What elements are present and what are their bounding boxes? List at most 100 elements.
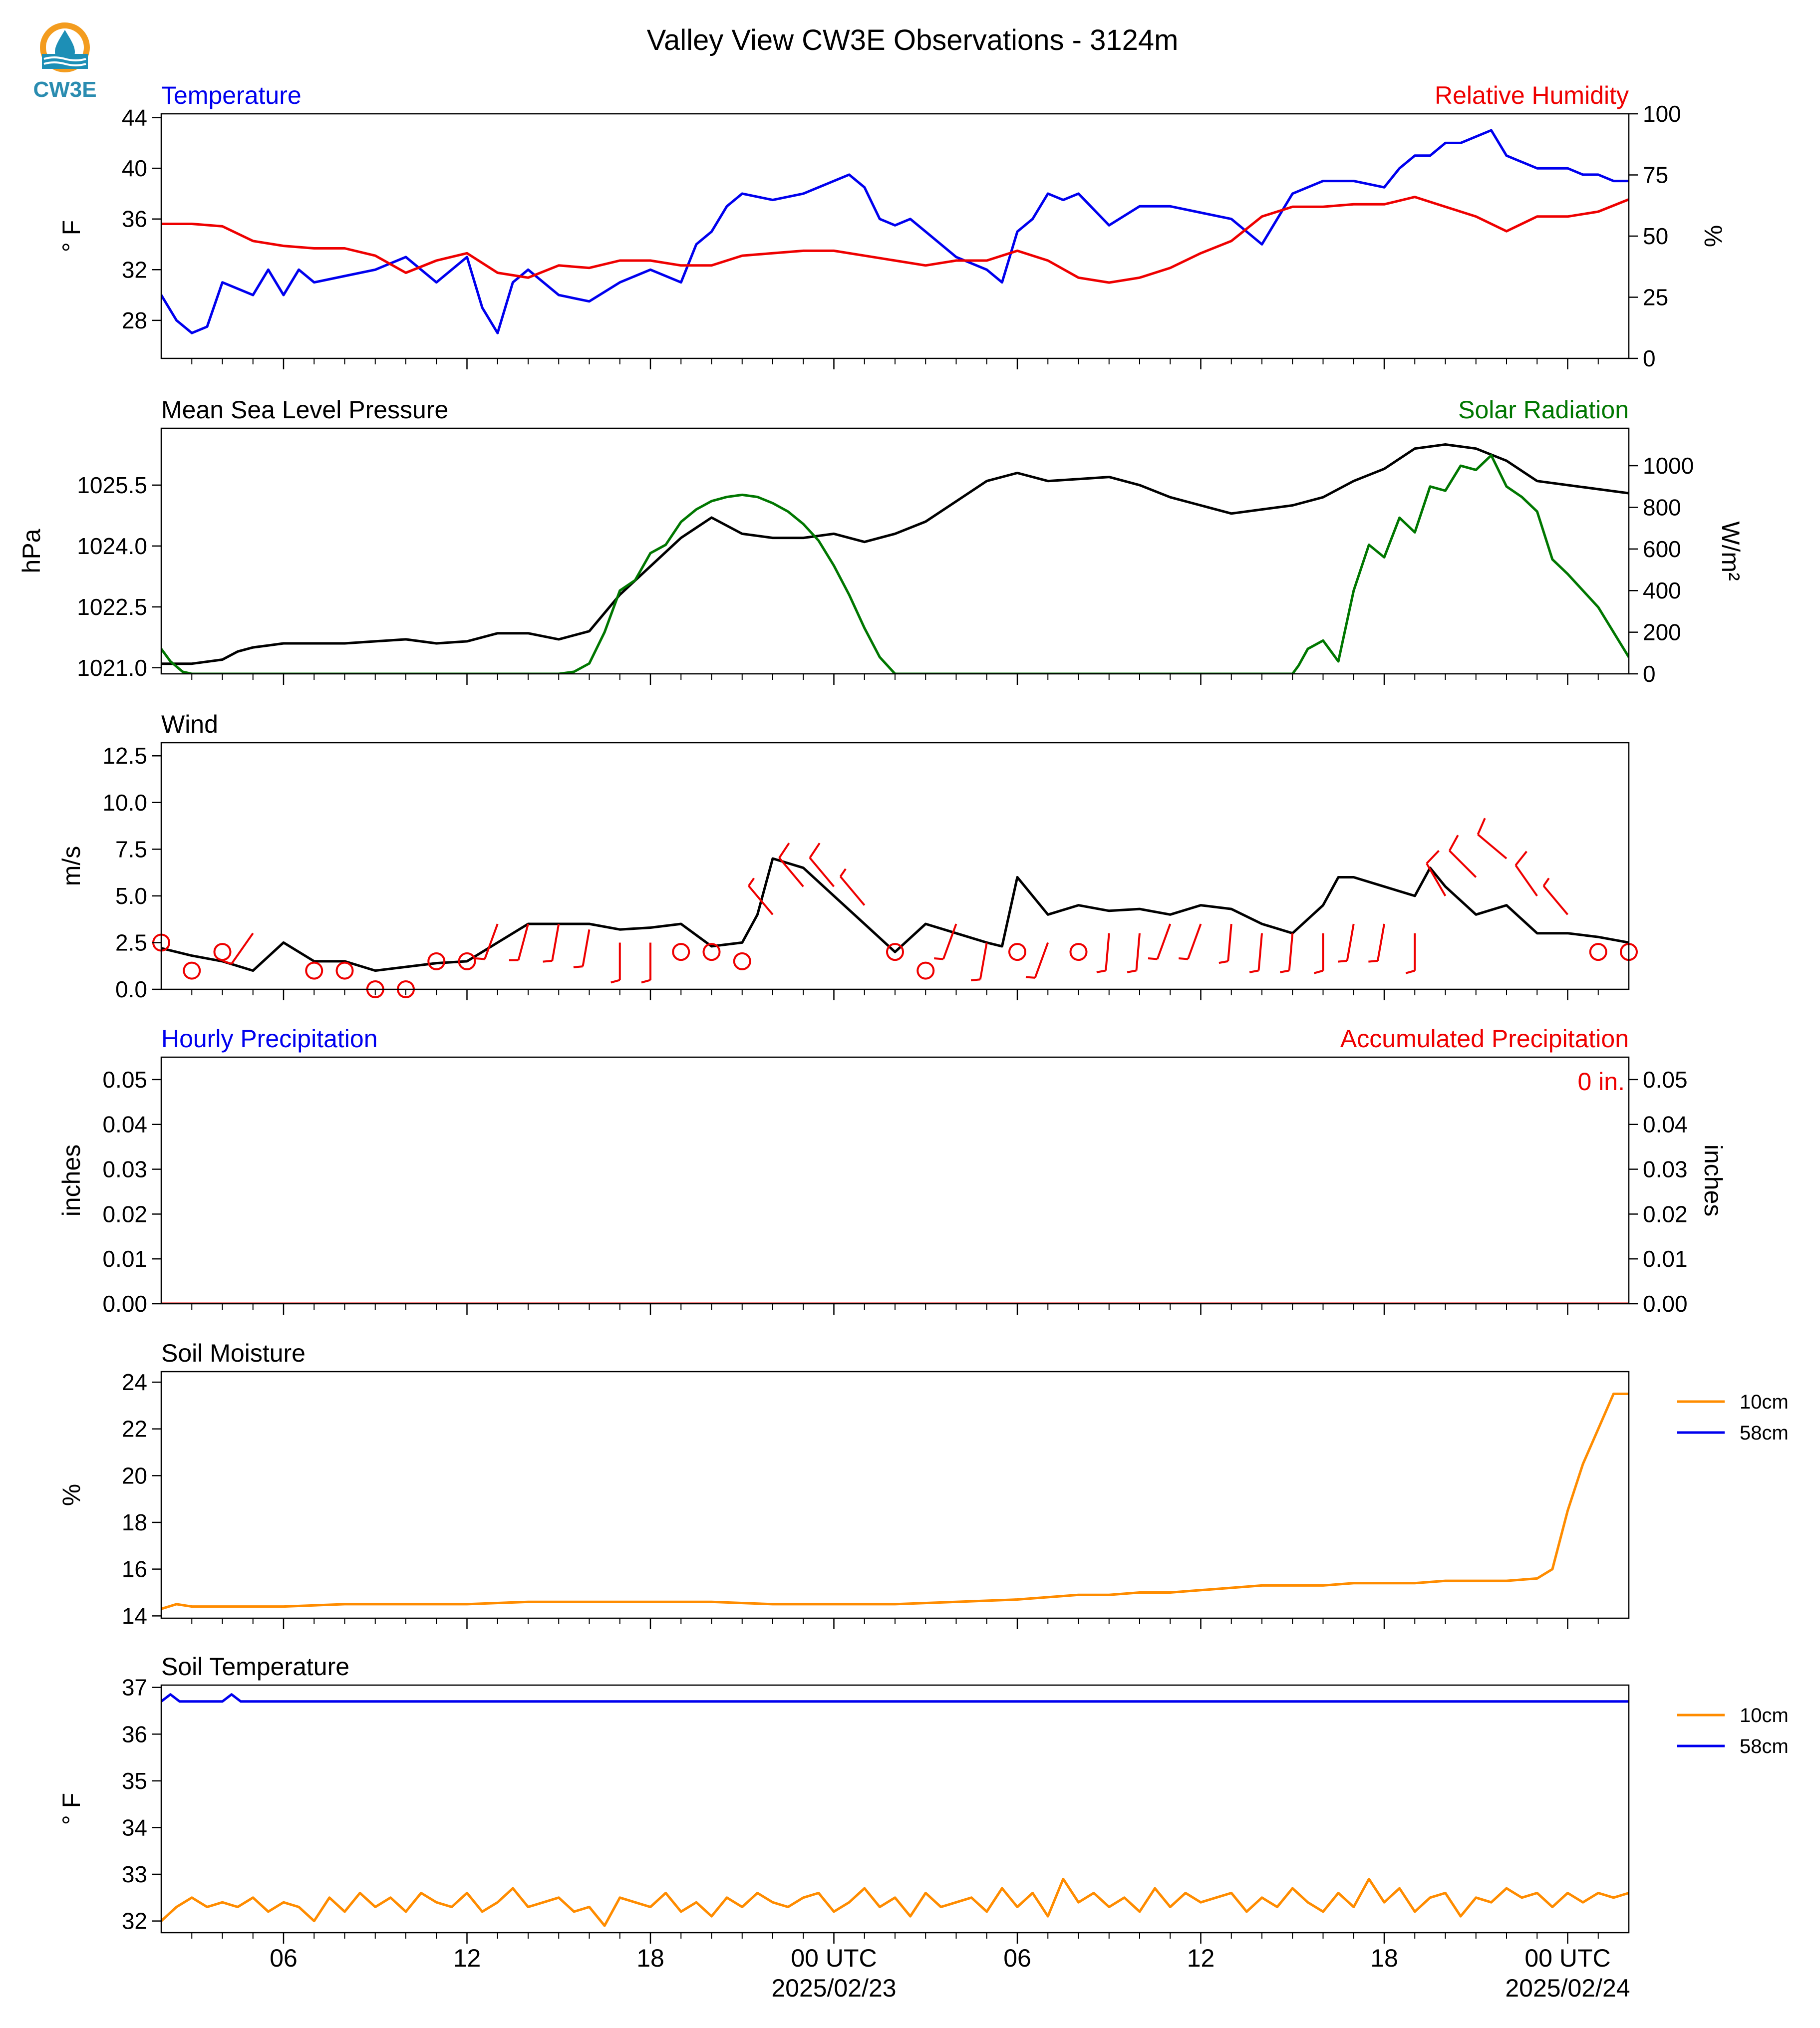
wind-barb-shaft-31: [1135, 933, 1141, 971]
y-tick-label-precip-2: 0.02: [102, 1201, 147, 1227]
wind-barb-shaft-32: [1156, 923, 1172, 960]
wind-barb-shaft-35: [1257, 933, 1263, 971]
chart-panels: 28 32 36 40 44 0 25 50 75 100 Temperature Relative …: [17, 81, 1789, 2002]
y-tick-label-wind-5: 12.5: [102, 743, 147, 769]
y2-tick-label-precip-2: 0.02: [1643, 1201, 1688, 1227]
wind-barb-calm-5: [335, 961, 354, 980]
y-tick-label-wind-2: 5.0: [115, 883, 147, 909]
y-axis-label-pressure_solar: hPa: [17, 529, 45, 573]
y2-tick-label-pressure_solar-5: 1000: [1643, 453, 1694, 479]
series-line-temp_rh-1: [161, 196, 1629, 284]
wind-barb-calm-46: [1589, 943, 1607, 961]
y-tick-label-precip-3: 0.03: [102, 1157, 147, 1182]
y2-tick-label-precip-0: 0.00: [1643, 1291, 1688, 1317]
y2-tick-label-temp_rh-0: 0: [1643, 345, 1656, 371]
y-tick-label-soil_temp-3: 35: [122, 1768, 147, 1794]
series-line-pressure_solar-1: [161, 454, 1629, 674]
logo-wave-icon: [42, 54, 88, 69]
y-tick-label-soil_temp-4: 36: [122, 1721, 147, 1747]
y2-tick-label-precip-4: 0.04: [1643, 1112, 1688, 1138]
x-tick-label-2: 18: [636, 1944, 664, 1972]
y2-tick-label-precip-5: 0.05: [1643, 1067, 1688, 1093]
wind-barb-calm-9: [458, 952, 476, 970]
y-tick-label-wind-3: 7.5: [115, 836, 147, 862]
wind-barb-shaft-28: [1034, 942, 1049, 978]
wind-barb-shaft-26: [979, 942, 988, 980]
wind-barb-shaft-34: [1227, 923, 1232, 961]
wind-barb-half-26: [970, 978, 980, 982]
y2-tick-label-precip-1: 0.01: [1643, 1246, 1688, 1272]
y-tick-label-temp_rh-4: 44: [122, 105, 147, 131]
wind-barb-half-19: [748, 877, 755, 886]
series-line-pressure_solar-0: [161, 443, 1629, 665]
legend-label-soil_temp-1: 58cm: [1740, 1736, 1789, 1757]
wind-barb-half-36: [1279, 969, 1290, 973]
y-tick-label-wind-0: 0.0: [115, 976, 147, 1002]
wind-barb-shaft-20: [778, 857, 804, 887]
y2-tick-label-temp_rh-3: 75: [1643, 162, 1668, 188]
y2-axis-label-pressure_solar: W/m²: [1717, 521, 1745, 580]
y-tick-label-soil_temp-5: 37: [122, 1675, 147, 1701]
panel-title-left-pressure_solar: Mean Sea Level Pressure: [161, 396, 448, 424]
panel-precip: 0.00 0.01 0.02 0.03 0.04 0.05 0.00 0.01 0.02 0.03…: [57, 1025, 1727, 1317]
legend-label-soil_moisture-1: 58cm: [1740, 1422, 1789, 1444]
wind-barb-shaft-12: [551, 923, 560, 961]
wind-barb-half-40: [1405, 969, 1415, 974]
panel-title-left-wind: Wind: [161, 710, 218, 738]
y-tick-label-temp_rh-0: 28: [122, 307, 147, 333]
y-tick-label-soil_moisture-1: 16: [122, 1556, 147, 1582]
panel-wind: 0.0 2.5 5.0 7.5 10.0 12.5 Wind m/s: [57, 710, 1638, 1002]
wind-barb-shaft-25: [942, 923, 957, 960]
series-line-soil_temp-0: [161, 1877, 1629, 1927]
wind-barb-flag-41-0: [1426, 850, 1440, 865]
wind-barb-calm-27: [1008, 943, 1026, 961]
wind-barb-shaft-38: [1346, 923, 1355, 961]
panel-pressure_solar: 1021.0 1022.5 1024.0 1025.5 0 200 400 600 800 100…: [17, 396, 1745, 687]
y-tick-label-soil_temp-1: 33: [122, 1861, 147, 1887]
wind-barb-shaft-22: [840, 875, 866, 906]
x-tick-label-3: 00 UTC: [791, 1944, 877, 1972]
y-tick-label-wind-4: 10.0: [102, 790, 147, 816]
y-axis-label-soil_temp: ° F: [57, 1793, 85, 1825]
panel-title-left-precip: Hourly Precipitation: [161, 1025, 378, 1053]
y-tick-label-soil_moisture-5: 24: [122, 1369, 147, 1395]
x-tick-label-4: 06: [1003, 1944, 1031, 1972]
wind-barb-shaft-45: [1542, 885, 1569, 915]
y2-tick-label-precip-3: 0.03: [1643, 1157, 1688, 1182]
panel-title-left-soil_temp: Soil Temperature: [161, 1653, 349, 1681]
wind-barb-half-37: [1313, 969, 1324, 974]
y-tick-label-precip-0: 0.00: [102, 1291, 147, 1317]
y-tick-label-pressure_solar-1: 1022.5: [77, 594, 147, 620]
legend-label-soil_temp-0: 10cm: [1740, 1705, 1789, 1727]
y2-tick-label-temp_rh-1: 25: [1643, 285, 1668, 310]
panel-soil_moisture: 14 16 18 20 22 24 Soil Moisture% 10cm 58cm: [57, 1339, 1789, 1629]
wind-barb-half-34: [1218, 960, 1228, 964]
y-tick-label-soil_moisture-0: 14: [122, 1603, 147, 1629]
wind-barb-flag-42-0: [1448, 835, 1459, 852]
wind-barb-calm-24: [916, 961, 935, 980]
wind-barb-shaft-3: [231, 932, 254, 965]
wind-barb-calm-1: [183, 961, 201, 980]
wind-barb-flag-20-0: [778, 843, 790, 859]
series-line-wind-0: [161, 857, 1629, 972]
x-tick-sublabel-3: 2025/02/23: [771, 1974, 896, 2002]
wind-barb-calm-29: [1069, 943, 1088, 961]
wind-barb-shaft-43: [1477, 834, 1508, 860]
y-tick-label-temp_rh-1: 32: [122, 257, 147, 283]
x-tick-label-6: 18: [1370, 1944, 1398, 1972]
wind-barb-calm-8: [427, 952, 446, 970]
y-tick-label-wind-1: 2.5: [115, 929, 147, 955]
x-tick-label-7: 00 UTC: [1524, 1944, 1610, 1972]
wind-barb-half-32: [1148, 957, 1158, 960]
cw3e-logo: CW3E: [33, 22, 97, 102]
wind-barb-calm-2: [213, 943, 232, 961]
y2-tick-label-temp_rh-2: 50: [1643, 223, 1668, 249]
x-tick-sublabel-7: 2025/02/24: [1505, 1974, 1630, 2002]
y2-tick-label-temp_rh-4: 100: [1643, 101, 1681, 127]
wind-barb-shaft-10: [484, 923, 499, 960]
wind-barb-shaft-39: [1377, 923, 1385, 961]
wind-barb-half-13: [573, 965, 583, 968]
panel-temp_rh: 28 32 36 40 44 0 25 50 75 100 Temperature Relative …: [57, 81, 1727, 371]
x-tick-label-1: 12: [453, 1944, 481, 1972]
